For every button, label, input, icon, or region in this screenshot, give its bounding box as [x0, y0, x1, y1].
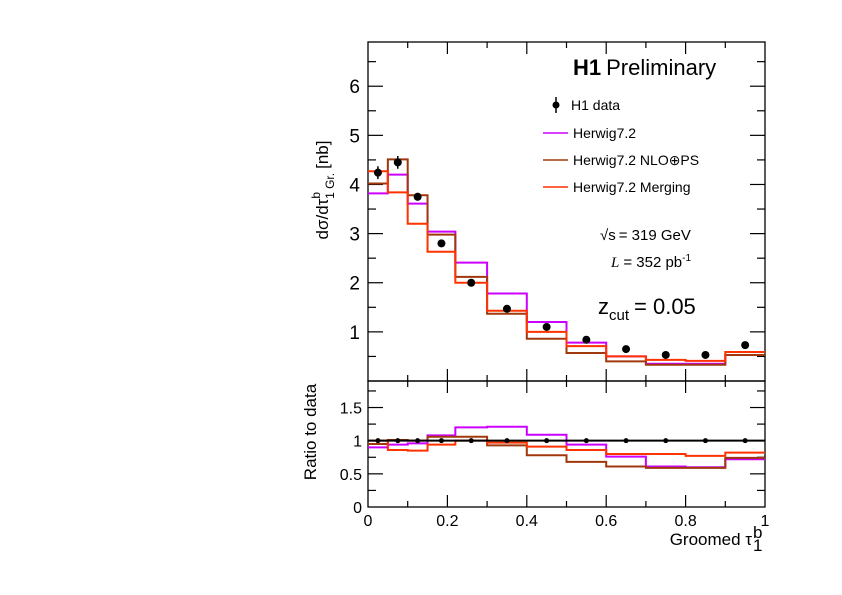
lumi-annotation: L = 352 pb-1 [610, 253, 691, 271]
xlabel-main: Groomed τ [670, 530, 753, 549]
svg-text:dσ/dτb1 Gr.[nb]: dσ/dτb1 Gr. [nb] [309, 141, 337, 240]
ratio-data-point [544, 438, 550, 444]
main-y-axis-title: dσ/dτb1 Gr. [nb] [309, 141, 337, 240]
legend-label-data: H1 data [571, 97, 620, 113]
main-y-tick-label: 6 [349, 77, 360, 98]
ratio-data-point [504, 438, 510, 444]
x-tick-label: 1 [761, 513, 770, 530]
data-point [437, 239, 446, 248]
data-point [701, 350, 710, 359]
data-point [741, 341, 750, 350]
ylabel-unit: [nb] [313, 141, 332, 169]
data-point [393, 158, 402, 167]
main-y-tick-label: 1 [349, 323, 360, 344]
legend-item-nlops: Herwig7.2 NLO⊕PS [543, 152, 699, 168]
experiment-name: H1 [573, 55, 601, 80]
x-tick-label: 0 [364, 513, 373, 530]
experiment-sublabel: Preliminary [606, 55, 716, 80]
lumi-symbol: L [610, 255, 619, 271]
ratio-ticks: 0 0.5 1 1.5 0 0.2 0.4 0.6 0.8 1 [340, 381, 770, 530]
x-tick-label: 0.4 [516, 513, 538, 530]
x-tick-label: 0.8 [674, 513, 696, 530]
ratio-y-tick-label: 1 [353, 434, 362, 451]
ratio-data-point [415, 438, 421, 444]
xlabel-sub: 1 [753, 536, 762, 555]
ratio-y-tick-label: 0 [353, 500, 362, 517]
ratio-data-point [468, 438, 474, 444]
ratio-data-point [623, 438, 629, 444]
data-point [582, 335, 591, 344]
data-point [502, 304, 511, 313]
ratio-data-point [742, 438, 748, 444]
ratio-y-tick-label: 1.5 [340, 401, 362, 418]
ratio-y-tick-label: 0.5 [340, 467, 362, 484]
sqrt-s-annotation: √s = 319 GeV [600, 227, 691, 244]
legend-item-merging: Herwig7.2 Merging [543, 179, 691, 195]
main-y-tick-label: 4 [349, 175, 360, 196]
ratio-series [368, 425, 765, 469]
ratio-data-point [395, 438, 401, 444]
ratio-series-line-2 [368, 439, 765, 457]
ylabel-sup: b [309, 192, 323, 199]
sqrt-s-value: = 319 GeV [619, 227, 691, 244]
x-axis-title: Groomed τ [670, 530, 753, 549]
data-point [373, 168, 382, 177]
zcut-annotation: zcut = 0.05 [598, 294, 696, 324]
experiment-label: H1 Preliminary [573, 55, 716, 80]
sqrt-s-symbol: √s [600, 227, 616, 244]
data-point [413, 192, 422, 201]
main-y-ticks: 1 2 3 4 5 6 [349, 42, 765, 381]
legend-label-merging: Herwig7.2 Merging [573, 179, 691, 195]
main-y-tick-label: 5 [349, 126, 360, 147]
data-point [661, 350, 670, 359]
ratio-data-point [375, 438, 381, 444]
ratio-data-points [368, 438, 765, 444]
data-point [542, 322, 551, 331]
legend-item-herwig: Herwig7.2 [543, 125, 636, 141]
ratio-data-point [702, 438, 708, 444]
zcut-value: = 0.05 [634, 294, 696, 319]
main-series [368, 158, 765, 366]
x-tick-label: 0.6 [595, 513, 617, 530]
legend-item-data: H1 data [552, 97, 620, 113]
zcut-subscript: cut [609, 307, 630, 324]
data-point [467, 278, 476, 287]
legend-label-herwig: Herwig7.2 [573, 125, 636, 141]
main-data-points [373, 155, 750, 359]
ratio-y-axis-title: Ratio to data [301, 383, 320, 480]
ylabel-main: dσ/dτ [313, 198, 332, 239]
zcut-symbol: z [598, 294, 609, 319]
ratio-series-line-0 [368, 425, 765, 469]
ylabel-sub: 1 Gr. [323, 173, 337, 199]
lumi-exponent: -1 [682, 253, 691, 264]
ratio-ylabel: Ratio to data [301, 383, 320, 480]
ratio-data-point [583, 438, 589, 444]
ratio-data-point [663, 438, 669, 444]
xlabel-sup: b [753, 523, 762, 542]
legend-marker-data [552, 101, 560, 109]
legend: H1 data Herwig7.2 Herwig7.2 NLO⊕PS Herwi… [543, 97, 699, 195]
lumi-value: = 352 pb [623, 254, 682, 271]
main-y-tick-label: 3 [349, 225, 360, 246]
x-tick-label: 0.2 [436, 513, 458, 530]
main-y-tick-label: 2 [349, 274, 360, 295]
legend-label-nlops: Herwig7.2 NLO⊕PS [573, 152, 699, 168]
ratio-data-point [438, 438, 444, 444]
data-point [622, 345, 631, 354]
main-series-line-2 [368, 170, 765, 362]
